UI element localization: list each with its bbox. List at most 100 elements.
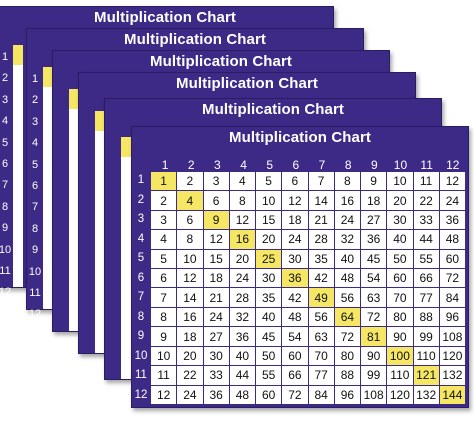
- table-cell: 72: [361, 307, 387, 327]
- row-headers: 1 2 3 4 5 6 7 8 9 10 11 12: [132, 171, 150, 405]
- table-cell: 132: [413, 385, 439, 404]
- table-cell: 120: [439, 346, 465, 366]
- row-header: 7: [137, 291, 145, 303]
- table-cell: 44: [229, 366, 255, 385]
- table-cell: 44: [413, 230, 439, 249]
- row-header: 4: [137, 232, 145, 245]
- table-cell: 3: [203, 172, 229, 191]
- table-cell: 72: [282, 385, 308, 404]
- table-cell: 22: [177, 366, 203, 385]
- table-cell: 30: [387, 210, 413, 230]
- table-cell: 48: [229, 385, 255, 404]
- row-header: 10: [134, 349, 148, 362]
- table-cell: 24: [439, 191, 465, 210]
- table-cell: 63: [361, 288, 387, 307]
- table-cell: 20: [229, 249, 255, 269]
- table-cell: 63: [308, 327, 334, 346]
- multiplication-table: 1 2 3 4 5 6 7 8 9 10 11 12 2 4 6 8 10 12 14 16 18 20 22 24 3 6 9 12…: [150, 171, 466, 405]
- table-cell: 6: [151, 269, 177, 288]
- table-cell: 60: [439, 249, 465, 269]
- table-cell: 12: [439, 172, 465, 191]
- table-cell: 24: [334, 210, 360, 230]
- table-cell: 5: [151, 249, 177, 269]
- table-cell: 60: [282, 346, 308, 366]
- table-cell: 66: [282, 366, 308, 385]
- table-cell: 70: [308, 346, 334, 366]
- table-cell: 2: [177, 172, 203, 191]
- table-cell: 21: [203, 288, 229, 307]
- table-cell: 16: [334, 191, 360, 210]
- sheet-title: Multiplication Chart: [94, 9, 236, 26]
- table-cell: 90: [361, 346, 387, 366]
- column-header: 4: [240, 158, 247, 172]
- table-cell-square: 100: [387, 346, 413, 366]
- table-cell: 35: [256, 288, 282, 307]
- table-cell: 7: [151, 288, 177, 307]
- table-cell: 18: [177, 327, 203, 346]
- table-cell: 90: [387, 327, 413, 346]
- table-cell: 45: [361, 249, 387, 269]
- table-cell: 33: [203, 366, 229, 385]
- table-cell: 40: [256, 307, 282, 327]
- table-cell-square: 9: [203, 210, 229, 230]
- table-cell: 10: [256, 191, 282, 210]
- table-cell: 40: [387, 230, 413, 249]
- table-cell-square: 16: [229, 230, 255, 249]
- table-cell: 48: [334, 269, 360, 288]
- table-cell: 110: [413, 346, 439, 366]
- table-cell: 8: [177, 230, 203, 249]
- table-cell: 40: [334, 249, 360, 269]
- row-header: 2: [137, 193, 145, 206]
- table-cell: 108: [361, 385, 387, 404]
- table-cell: 15: [256, 210, 282, 230]
- table-cell: 28: [229, 288, 255, 307]
- row-header: 5: [137, 252, 145, 264]
- table-cell: 20: [177, 346, 203, 366]
- table-cell: 5: [256, 172, 282, 191]
- table-cell: 30: [256, 269, 282, 288]
- table-cell: 7: [308, 172, 334, 191]
- table-cell: 48: [282, 307, 308, 327]
- column-header: 3: [214, 158, 221, 172]
- table-cell: 45: [256, 327, 282, 346]
- table-cell: 28: [308, 230, 334, 249]
- table-cell: 60: [387, 269, 413, 288]
- table-cell: 36: [203, 385, 229, 404]
- row-header: 11: [135, 369, 147, 381]
- table-cell-square: 81: [361, 327, 387, 346]
- table-cell: 36: [361, 230, 387, 249]
- table-cell-square: 144: [439, 385, 465, 404]
- table-cell-square: 4: [177, 191, 203, 210]
- table-cell: 6: [282, 172, 308, 191]
- table-cell: 6: [177, 210, 203, 230]
- table-cell: 60: [256, 385, 282, 404]
- table-cell: 22: [413, 191, 439, 210]
- table-cell: 50: [387, 249, 413, 269]
- column-header: 1: [161, 158, 169, 172]
- table-cell: 50: [256, 346, 282, 366]
- table-cell: 40: [229, 346, 255, 366]
- table-cell-square: 1: [151, 172, 177, 191]
- side-numbers: 1 2 3 4 5 6 7 8 9 10 11 12: [28, 73, 42, 321]
- table-cell: 18: [203, 269, 229, 288]
- table-cell: 24: [203, 307, 229, 327]
- column-header: 8: [344, 158, 352, 172]
- table-cell: 96: [334, 385, 360, 404]
- table-cell: 2: [151, 191, 177, 210]
- table-cell: 30: [203, 346, 229, 366]
- table-cell: 20: [387, 191, 413, 210]
- table-cell-square: 25: [256, 249, 282, 269]
- table-cell: 12: [282, 191, 308, 210]
- table-cell: 48: [439, 230, 465, 249]
- table-cell: 80: [334, 346, 360, 366]
- table-cell: 8: [334, 172, 360, 191]
- table-cell: 66: [413, 269, 439, 288]
- table-cell: 18: [282, 210, 308, 230]
- table-cell-square: 121: [413, 366, 439, 385]
- sheet-title: Multiplication Chart: [176, 75, 318, 92]
- table-cell: 27: [203, 327, 229, 346]
- table-cell: 56: [308, 307, 334, 327]
- table-cell: 72: [439, 269, 465, 288]
- table-cell: 3: [151, 210, 177, 230]
